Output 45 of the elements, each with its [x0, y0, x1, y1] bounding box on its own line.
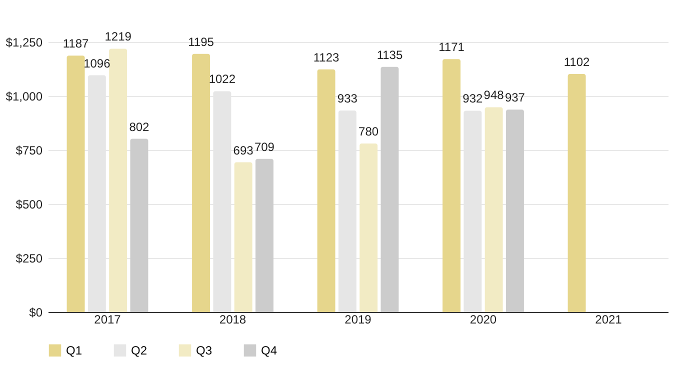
legend-label: Q4: [261, 343, 278, 358]
data-label: 1096: [84, 56, 111, 70]
data-label: 709: [254, 140, 275, 154]
x-tick-label: 2021: [595, 312, 622, 326]
bar: [360, 144, 378, 312]
data-label: 937: [504, 90, 526, 105]
x-tick-label: 2018: [219, 312, 246, 326]
data-label: 693: [233, 143, 254, 158]
bar: [130, 138, 148, 312]
data-label: 1219: [104, 30, 132, 44]
x-tick-label: 2020: [470, 312, 497, 326]
x-tick-label: 2017: [94, 312, 122, 326]
y-tick-label: $1,000: [6, 90, 43, 104]
y-tick-label: $0: [29, 306, 43, 320]
y-tick-label: $500: [16, 198, 43, 212]
data-label: 1123: [313, 50, 340, 64]
legend-label: Q1: [66, 343, 82, 358]
data-label: 780: [358, 124, 379, 139]
data-label: 933: [337, 91, 358, 106]
data-label: 1102: [564, 54, 590, 69]
bar: [66, 56, 85, 312]
bar: [506, 110, 524, 312]
data-label: 948: [484, 88, 504, 102]
bar: [568, 74, 586, 312]
legend-label: Q3: [196, 343, 212, 358]
bar: [109, 48, 128, 312]
data-label: 932: [462, 92, 484, 106]
bar: [192, 54, 210, 312]
data-label: 1187: [62, 36, 89, 51]
data-label: 1022: [208, 72, 236, 86]
y-tick-label: $1,250: [6, 36, 43, 50]
bar: [442, 59, 461, 312]
data-label: 1171: [438, 40, 465, 54]
x-tick-label: 2019: [344, 312, 372, 326]
bar: [255, 158, 274, 312]
bar: [234, 162, 252, 312]
bar: [484, 107, 503, 312]
bar: [317, 69, 336, 312]
legend-label: Q2: [131, 343, 148, 358]
data-label: 1135: [376, 48, 403, 62]
y-tick-label: $750: [16, 144, 43, 158]
data-label: 1195: [188, 34, 214, 49]
data-label: 802: [129, 120, 150, 134]
y-tick-label: $250: [16, 252, 43, 266]
bar: [380, 66, 399, 312]
